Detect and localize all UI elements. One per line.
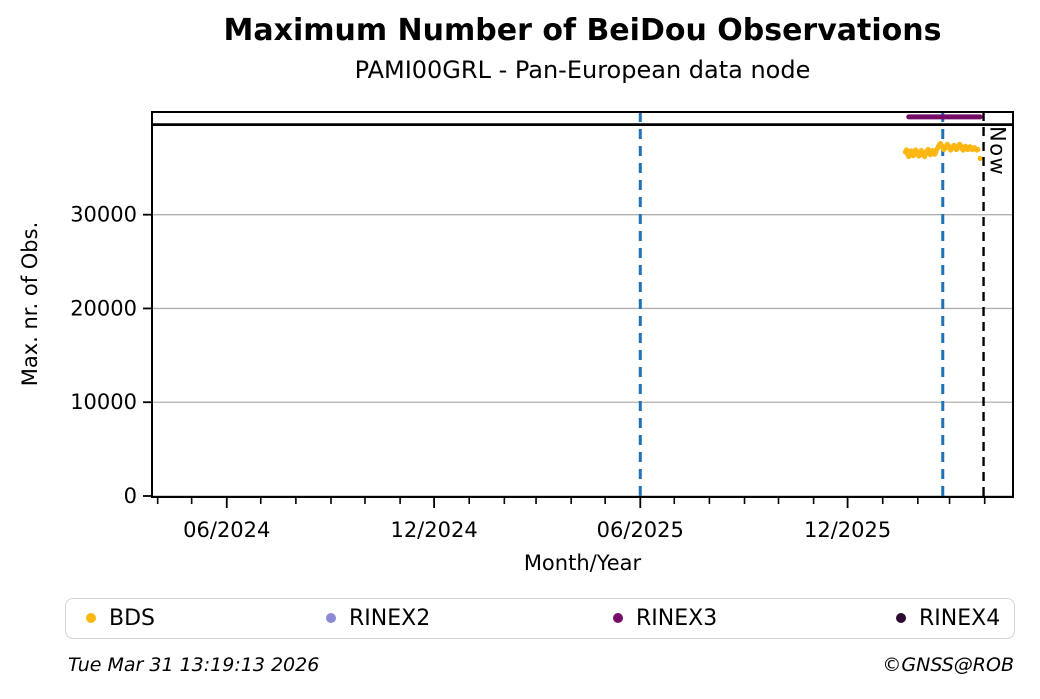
y-axis-label: Max. nr. of Obs. <box>18 221 42 387</box>
x-axis-ticks: 06/2024 12/2024 06/2025 12/2025 <box>156 497 986 542</box>
bds-marker-icon <box>86 613 96 623</box>
y-tick-label: 30000 <box>70 203 137 227</box>
x-axis-label: Month/Year <box>523 551 642 575</box>
legend-item-rinex2: RINEX2 <box>326 599 430 637</box>
legend-item-rinex4: RINEX4 <box>896 599 1000 637</box>
legend-item-rinex3: RINEX3 <box>613 599 717 637</box>
y-axis-ticks: 0 10000 20000 30000 <box>70 203 152 508</box>
chart-subtitle: PAMI00GRL - Pan-European data node <box>354 56 811 84</box>
legend-label: RINEX4 <box>919 605 1001 631</box>
legend-label: BDS <box>109 605 155 631</box>
bds-point <box>975 146 981 153</box>
rinex3-marker-icon <box>613 613 623 623</box>
legend: BDS RINEX2 RINEX3 RINEX4 <box>65 598 1015 639</box>
legend-label: RINEX2 <box>349 605 431 631</box>
legend-item-bds: BDS <box>86 599 155 637</box>
x-tick-label: 06/2024 <box>183 518 270 542</box>
x-tick-label: 12/2025 <box>804 518 891 542</box>
now-label: Now <box>986 126 1010 176</box>
y-tick-label: 10000 <box>70 390 137 414</box>
data-series <box>902 114 983 162</box>
copyright: ©GNSS@ROB <box>882 654 1014 676</box>
plot-border <box>151 111 1014 498</box>
event-lines <box>638 112 945 502</box>
y-gridlines <box>152 214 1013 497</box>
plot-timestamp: Tue Mar 31 13:19:13 2026 <box>68 654 320 676</box>
chart-title: Maximum Number of BeiDou Observations <box>223 13 942 48</box>
bds-point <box>903 147 910 153</box>
rinex4-marker-icon <box>896 613 906 623</box>
x-tick-label: 06/2025 <box>597 518 684 542</box>
rinex2-marker-icon <box>326 613 336 623</box>
x-tick-label: 12/2024 <box>390 518 477 542</box>
bds-point <box>977 155 983 162</box>
legend-label: RINEX3 <box>636 605 718 631</box>
y-tick-label: 0 <box>124 484 137 508</box>
y-tick-label: 20000 <box>70 296 137 320</box>
